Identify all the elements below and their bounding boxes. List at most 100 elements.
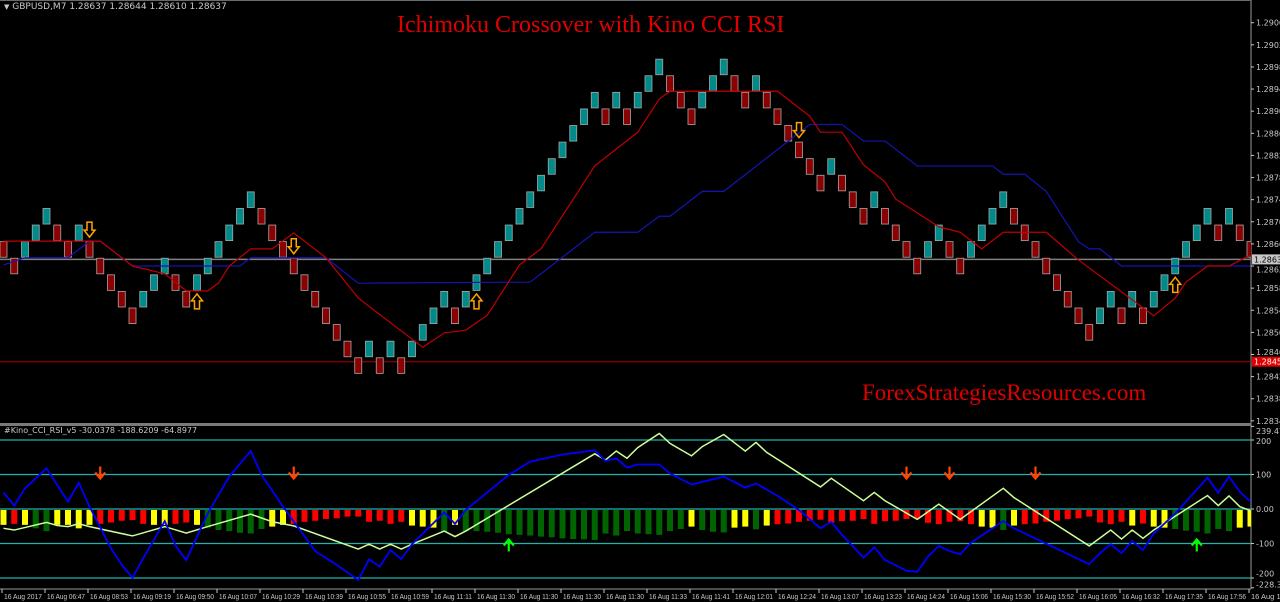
renko-brick-up — [193, 274, 201, 291]
renko-brick-up — [461, 291, 470, 308]
price-axis[interactable]: 1.28637 1.28452 1.29065 1.29025 1.28985 1.289… — [1251, 19, 1280, 426]
renko-brick-up — [719, 58, 728, 76]
sell-arrow-icon — [82, 221, 97, 239]
renko-brick-down — [676, 91, 685, 109]
histogram-bar — [645, 510, 652, 535]
ind-down-arrow-icon — [287, 466, 300, 481]
renko-brick-down — [117, 291, 126, 308]
watermark: ForexStrategiesResources.com — [862, 380, 1147, 405]
renko-brick-down — [343, 340, 352, 358]
ind-up-arrow-icon — [1190, 537, 1203, 552]
renko-brick-up — [246, 191, 255, 208]
histogram-bar — [1204, 510, 1211, 534]
indicator-axis[interactable]: 239.4728200 100 0.00 -100 -200 -228.3759 — [1251, 425, 1280, 590]
histogram-bar — [333, 510, 340, 519]
renko-brick-down — [730, 75, 739, 92]
renko-brick-down — [795, 141, 803, 159]
histogram-bar — [1183, 510, 1189, 531]
renko-brick-up — [967, 241, 975, 258]
renko-brick-down — [375, 357, 384, 374]
time-tick-label: 16 Aug 14:24 — [907, 592, 945, 601]
price-tick-label: 1.28385 — [1256, 395, 1280, 404]
tenkan-sen-line — [3, 90, 1251, 349]
renko-brick-down — [1042, 257, 1051, 275]
histogram-bar — [742, 510, 749, 527]
histogram-bar — [312, 510, 319, 521]
histogram-bar — [946, 510, 953, 522]
renko-brick-up — [558, 141, 567, 159]
indicator-header: #Kino_CCI_RSI_v5 -30.0378 -188.6209 -64.… — [4, 426, 198, 435]
histogram-bar — [1086, 510, 1093, 517]
histogram-bar — [140, 510, 147, 524]
price-tick-label: 1.28705 — [1256, 218, 1280, 227]
histogram-bar — [43, 510, 50, 532]
histogram-bar — [301, 510, 308, 522]
symbol-header: ▼ GBPUSD,M7 1.28637 1.28644 1.28610 1.28… — [4, 2, 227, 12]
renko-brick-up — [537, 174, 545, 192]
histogram-bar — [452, 510, 458, 525]
renko-brick-up — [590, 91, 599, 109]
pane-separator[interactable] — [0, 423, 1251, 426]
renko-brick-up — [1106, 291, 1115, 308]
price-tick-label: 1.28625 — [1256, 265, 1280, 274]
histogram-bar — [1236, 510, 1243, 528]
indicator-tick-label: -200 — [1256, 570, 1274, 579]
renko-brick-up — [612, 91, 621, 109]
time-tick-label: 16 Aug 08:53 — [90, 592, 128, 601]
renko-brick-down — [1010, 208, 1018, 225]
histogram-bar — [559, 510, 566, 539]
price-tick-label: 1.28425 — [1256, 373, 1280, 382]
renko-brick-up — [214, 241, 223, 258]
histogram-bar — [462, 510, 469, 532]
renko-brick-up — [1192, 224, 1201, 242]
histogram-bar — [366, 510, 372, 522]
sell-arrow-icon — [286, 237, 301, 255]
time-tick-label: 16 Aug 10:07 — [219, 592, 257, 601]
histogram-bar — [570, 510, 577, 540]
current-price-label: 1.28637 — [1254, 255, 1280, 264]
indicator-pane[interactable] — [0, 432, 1254, 582]
ind-down-arrow-icon — [94, 466, 107, 481]
time-tick-label: 16 Aug 15:30 — [993, 592, 1031, 601]
histogram-bar — [108, 510, 114, 523]
buy-arrow-icon — [189, 292, 205, 310]
symbol-timeframe: GBPUSD,M7 — [12, 2, 67, 12]
indicator-tick-label: 200 — [1256, 437, 1271, 446]
renko-brick-down — [128, 307, 137, 324]
histogram-bar — [860, 510, 867, 520]
renko-brick-down — [85, 241, 94, 258]
histogram-bar — [849, 510, 856, 521]
histogram-bar — [667, 510, 673, 532]
histogram-bar — [903, 510, 910, 520]
histogram-bar — [194, 510, 200, 525]
histogram-bar — [763, 510, 770, 526]
histogram-bar — [118, 510, 125, 521]
price-tick-label: 1.28985 — [1256, 63, 1280, 72]
time-tick-label: 16 Aug 15:06 — [950, 592, 988, 601]
renko-brick-up — [515, 208, 524, 225]
histogram-bar — [1215, 510, 1222, 530]
histogram-bar — [473, 510, 480, 532]
cci-line — [2, 449, 1251, 582]
price-pane[interactable] — [0, 58, 1254, 374]
ind-down-arrow-icon — [1029, 466, 1042, 481]
renko-brick-down — [1214, 224, 1223, 242]
renko-brick-down — [945, 241, 954, 258]
renko-brick-up — [483, 257, 492, 275]
price-tick-label: 1.28545 — [1256, 306, 1280, 315]
time-tick-label: 16 Aug 17:56 — [1208, 592, 1246, 601]
histogram-bar — [161, 510, 168, 525]
histogram-bar — [1172, 510, 1179, 530]
histogram-bar — [505, 510, 512, 535]
histogram-bar — [796, 510, 802, 522]
time-axis[interactable]: 16 Aug 2017 16 Aug 06:47 16 Aug 08:53 16 Au… — [1, 589, 1280, 601]
ind-down-arrow-icon — [943, 466, 956, 481]
histogram-bar — [204, 510, 211, 528]
renko-brick-up — [870, 191, 879, 208]
time-tick-label: 16 Aug 11:41 — [692, 592, 730, 601]
renko-brick-up — [752, 75, 760, 92]
renko-brick-up — [365, 340, 373, 358]
renko-brick-down — [601, 108, 610, 125]
triangle-down-icon[interactable]: ▼ — [4, 3, 10, 11]
